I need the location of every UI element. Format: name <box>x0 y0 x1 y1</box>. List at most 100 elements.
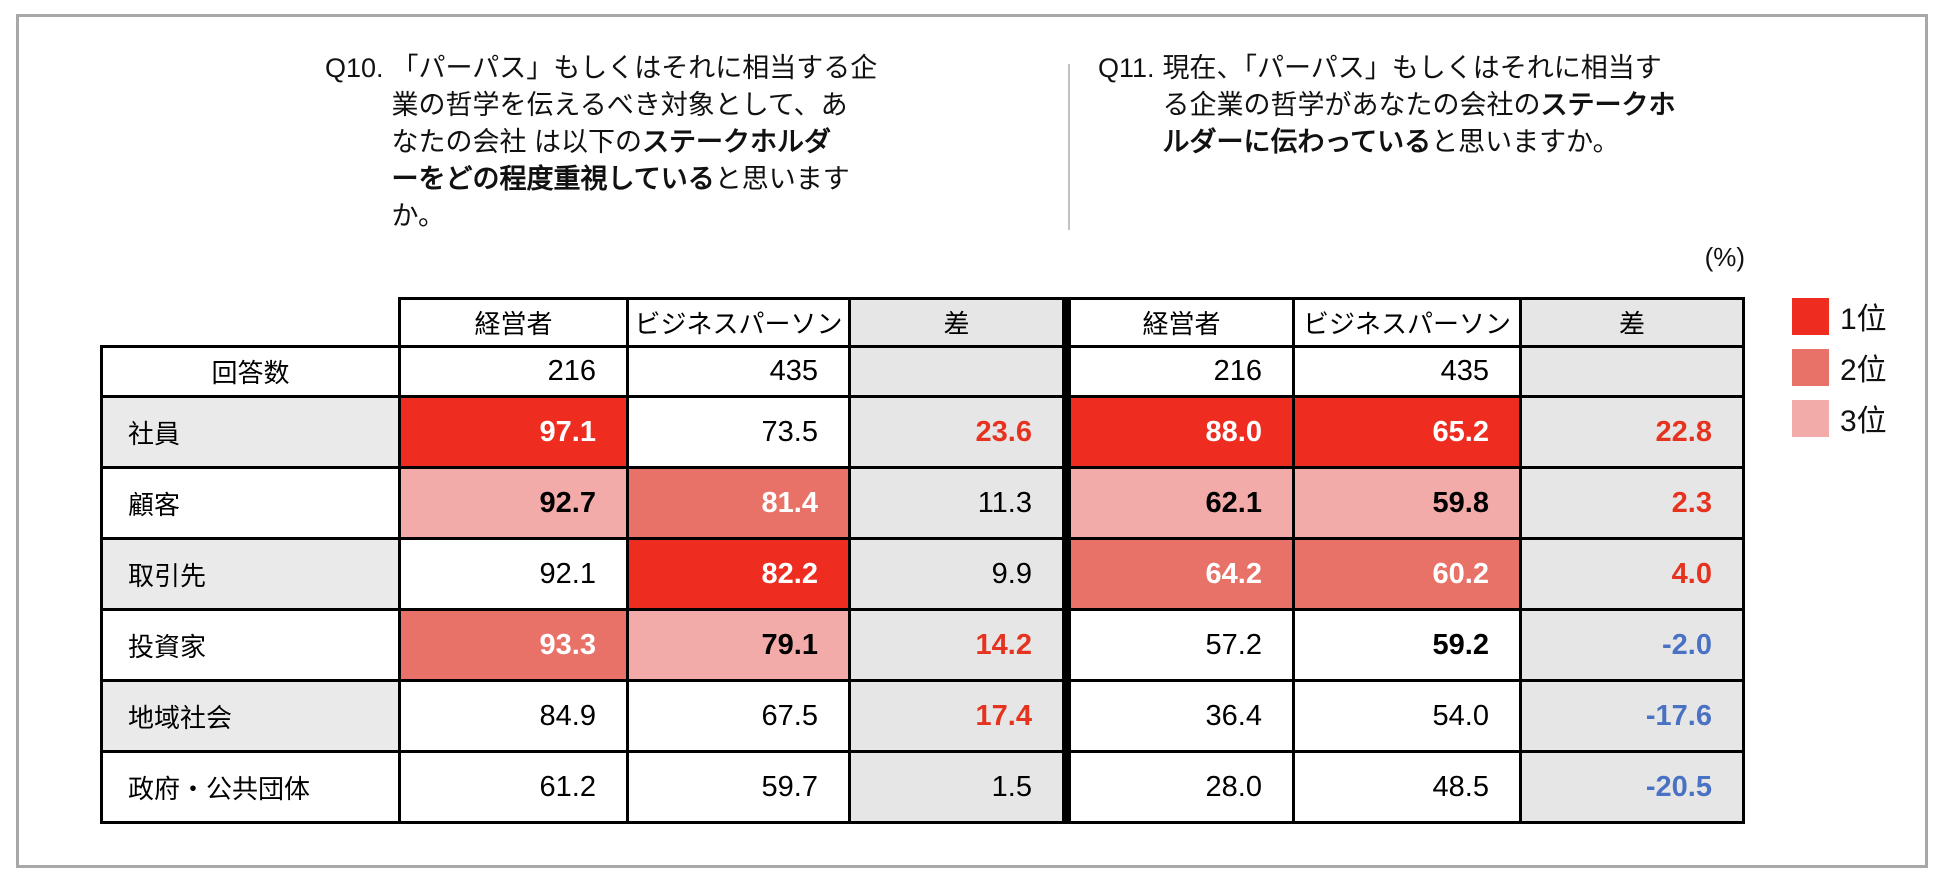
rank2-color-swatch <box>1792 348 1829 386</box>
cell-q11-keieisha: 88.0 <box>1062 395 1295 469</box>
table-row-toshika: 投資家 93.3 79.1 14.2 57.2 59.2 -2.0 <box>100 608 1745 682</box>
cell-q10-businessperson: 59.7 <box>626 750 851 824</box>
cell-q11-businessperson: 54.0 <box>1292 679 1522 753</box>
question-text-segment: る企業の哲学があなたの会社の <box>1162 90 1541 120</box>
cell-q11-businessperson: 59.8 <box>1292 466 1522 540</box>
cell-q11-diff: -17.6 <box>1519 679 1745 753</box>
count-q10-diff-blank <box>848 345 1068 398</box>
cell-q11-businessperson: 59.2 <box>1292 608 1522 682</box>
rank1-color-swatch <box>1792 297 1829 335</box>
cell-q10-diff: 14.2 <box>848 608 1068 682</box>
question-text-segment: 業の哲学を伝えるべき対象として、あ <box>391 90 848 120</box>
cell-q10-businessperson: 79.1 <box>626 608 851 682</box>
question-text-segment: なたの会社 は以下の <box>391 127 643 157</box>
rank3-color-swatch <box>1792 399 1829 437</box>
cell-q10-keieisha: 92.1 <box>398 537 629 611</box>
legend-label: 1位 <box>1840 303 1887 336</box>
header-q11-businessperson: ビジネスパーソン <box>1292 297 1522 348</box>
cell-q10-businessperson: 81.4 <box>626 466 851 540</box>
cell-q10-businessperson: 67.5 <box>626 679 851 753</box>
legend-item-rank1: 1位 <box>1792 294 1887 338</box>
slide-border-frame <box>16 14 1928 868</box>
count-q10-keieisha: 216 <box>398 345 629 398</box>
question-line: か。 <box>392 198 878 235</box>
cell-q11-keieisha: 28.0 <box>1062 750 1295 824</box>
cell-q11-keieisha: 64.2 <box>1062 537 1295 611</box>
cell-q11-keieisha: 62.1 <box>1062 466 1295 540</box>
cell-q10-keieisha: 84.9 <box>398 679 629 753</box>
results-table-wrapper: 経営者 ビジネスパーソン 差 経営者 ビジネスパーソン 差 回答数 216 43… <box>100 297 1745 824</box>
row-label: 取引先 <box>100 537 401 611</box>
count-q10-businessperson: 435 <box>626 345 851 398</box>
question-q11-body: 現在、「パーパス」もしくはそれに相当す る企業の哲学があなたの会社のステークホ … <box>1163 50 1676 161</box>
row-label: 社員 <box>100 395 401 469</box>
question-line: なたの会社 は以下のステークホルダ <box>392 124 878 161</box>
cell-q11-diff: 2.3 <box>1519 466 1745 540</box>
row-label: 投資家 <box>100 608 401 682</box>
question-text-segment: と思いますか。 <box>1431 127 1620 157</box>
row-label: 顧客 <box>100 466 401 540</box>
question-line: ルダーに伝わっていると思いますか。 <box>1163 124 1676 161</box>
question-text-segment: ーをどの程度重視している <box>391 164 715 194</box>
cell-q11-diff: 22.8 <box>1519 395 1745 469</box>
cell-q11-diff: -20.5 <box>1519 750 1745 824</box>
cell-q10-keieisha: 61.2 <box>398 750 629 824</box>
cell-q10-businessperson: 82.2 <box>626 537 851 611</box>
cell-q10-keieisha: 92.7 <box>398 466 629 540</box>
row-label: 地域社会 <box>100 679 401 753</box>
question-line: 業の哲学を伝えるべき対象として、あ <box>392 87 878 124</box>
cell-q11-diff: -2.0 <box>1519 608 1745 682</box>
cell-q10-keieisha: 97.1 <box>398 395 629 469</box>
results-table: 経営者 ビジネスパーソン 差 経営者 ビジネスパーソン 差 回答数 216 43… <box>100 297 1745 824</box>
cell-q11-keieisha: 57.2 <box>1062 608 1295 682</box>
legend-item-rank3: 3位 <box>1792 396 1887 440</box>
legend-label: 2位 <box>1840 354 1887 387</box>
question-line: ーをどの程度重視していると思います <box>392 161 878 198</box>
question-text-segment: ステークホ <box>1540 90 1676 120</box>
counts-row: 回答数 216 435 216 435 <box>100 345 1745 398</box>
question-text-segment: ステークホルダ <box>642 127 832 157</box>
question-q10-body: 「パーパス」もしくはそれに相当する企 業の哲学を伝えるべき対象として、あ なたの… <box>392 50 878 235</box>
question-text-segment: と思います <box>714 164 850 194</box>
question-line: 「パーパス」もしくはそれに相当する企 <box>392 50 878 87</box>
header-q10-keieisha: 経営者 <box>398 297 629 348</box>
count-q11-keieisha: 216 <box>1062 345 1295 398</box>
question-line: 現在、「パーパス」もしくはそれに相当す <box>1163 50 1676 87</box>
legend-label: 3位 <box>1840 405 1887 438</box>
table-row-torihikisaki: 取引先 92.1 82.2 9.9 64.2 60.2 4.0 <box>100 537 1745 611</box>
empty-corner-cell <box>101 298 401 348</box>
header-row: 経営者 ビジネスパーソン 差 経営者 ビジネスパーソン 差 <box>101 297 1745 348</box>
question-text-segment: 現在、「パーパス」もしくはそれに相当す <box>1162 53 1662 83</box>
table-row-kokyaku: 顧客 92.7 81.4 11.3 62.1 59.8 2.3 <box>100 466 1745 540</box>
cell-q11-businessperson: 65.2 <box>1292 395 1522 469</box>
question-q11: Q11. 現在、「パーパス」もしくはそれに相当す る企業の哲学があなたの会社のス… <box>1098 50 1676 161</box>
cell-q10-diff: 17.4 <box>848 679 1068 753</box>
question-line: る企業の哲学があなたの会社のステークホ <box>1163 87 1676 124</box>
cell-q11-businessperson: 60.2 <box>1292 537 1522 611</box>
table-row-seifu: 政府・公共団体 61.2 59.7 1.5 28.0 48.5 -20.5 <box>100 750 1745 824</box>
table-row-chiikishakai: 地域社会 84.9 67.5 17.4 36.4 54.0 -17.6 <box>100 679 1745 753</box>
header-q10-businessperson: ビジネスパーソン <box>626 297 851 348</box>
table-row-shain: 社員 97.1 73.5 23.6 88.0 65.2 22.8 <box>100 395 1745 469</box>
counts-row-label: 回答数 <box>100 345 401 398</box>
percent-unit-label: (%) <box>1704 242 1745 272</box>
question-q11-number: Q11. <box>1098 53 1155 83</box>
rank-legend: 1位 2位 3位 <box>1792 294 1887 447</box>
count-q11-diff-blank <box>1519 345 1745 398</box>
header-q11-diff: 差 <box>1519 297 1745 348</box>
question-text-segment: 「パーパス」もしくはそれに相当する企 <box>391 53 878 83</box>
cell-q11-keieisha: 36.4 <box>1062 679 1295 753</box>
cell-q11-diff: 4.0 <box>1519 537 1745 611</box>
cell-q10-businessperson: 73.5 <box>626 395 851 469</box>
count-q11-businessperson: 435 <box>1292 345 1522 398</box>
cell-q10-diff: 23.6 <box>848 395 1068 469</box>
question-q10: Q10. 「パーパス」もしくはそれに相当する企 業の哲学を伝えるべき対象として、… <box>325 50 877 235</box>
cell-q10-diff: 1.5 <box>848 750 1068 824</box>
question-text-segment: ルダーに伝わっている <box>1162 127 1432 157</box>
header-q10-diff: 差 <box>848 297 1068 348</box>
header-q11-keieisha: 経営者 <box>1062 297 1295 348</box>
cell-q10-diff: 11.3 <box>848 466 1068 540</box>
question-divider-line <box>1068 64 1070 230</box>
row-label: 政府・公共団体 <box>100 750 401 824</box>
